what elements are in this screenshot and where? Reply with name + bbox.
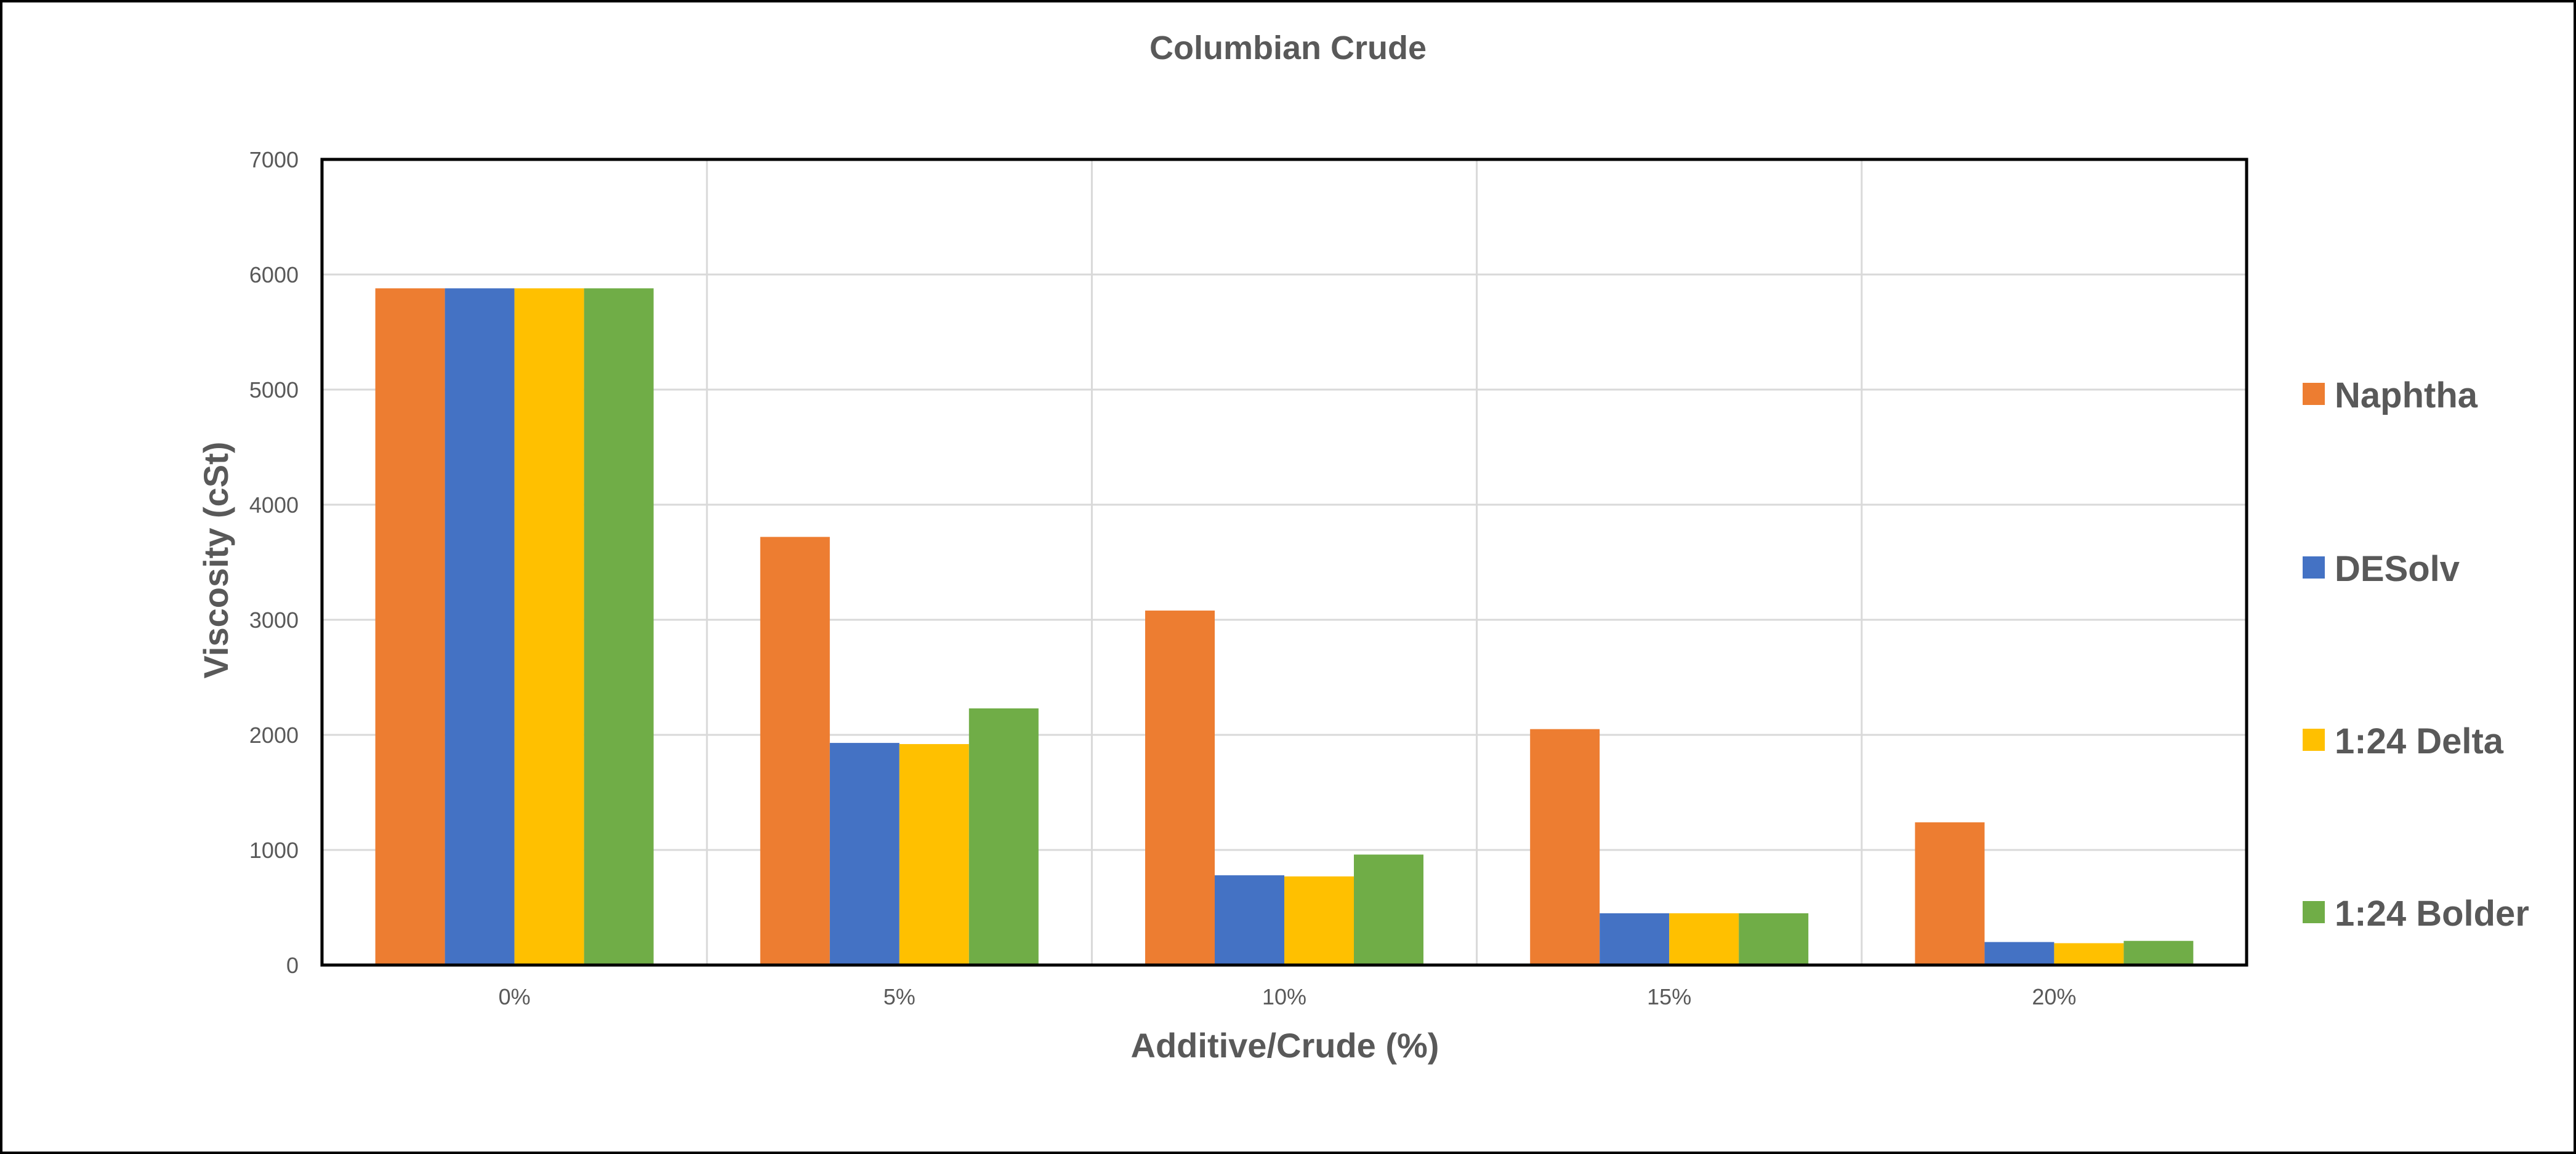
bar-1-24-delta-20pct — [2054, 943, 2124, 965]
x-axis-title: Additive/Crude (%) — [1131, 1026, 1439, 1065]
legend-label-desolv: DESolv — [2335, 549, 2460, 589]
bar-1-24-delta-5pct — [899, 743, 969, 965]
legend-swatch-1-24-bolder — [2303, 901, 2325, 923]
x-tick-label: 5% — [883, 984, 916, 1009]
bar-desolv-15pct — [1600, 913, 1670, 965]
chart-title: Columbian Crude — [1149, 30, 1427, 66]
y-axis-title: Viscosity (cSt) — [196, 442, 235, 679]
bar-1-24-delta-10pct — [1284, 876, 1354, 965]
bar-naphtha-0pct — [375, 288, 445, 966]
x-tick-label: 0% — [499, 984, 531, 1009]
bar-desolv-0pct — [445, 288, 515, 966]
plot-area-border — [320, 158, 2248, 967]
legend-swatch-naphtha — [2303, 383, 2325, 405]
y-tick-label: 4000 — [249, 492, 299, 518]
bar-naphtha-10pct — [1145, 611, 1215, 965]
bar-naphtha-15pct — [1530, 729, 1600, 965]
y-axis-ticks: 0 1000 2000 3000 4000 5000 6000 7000 — [249, 147, 299, 978]
bar-1-24-bolder-15pct — [1739, 913, 1809, 965]
bar-desolv-20pct — [1984, 942, 2055, 965]
bar-desolv-10pct — [1215, 875, 1284, 965]
legend-label-naphtha: Naphtha — [2335, 375, 2478, 415]
legend-swatch-1-24-delta — [2303, 729, 2325, 751]
x-tick-label: 15% — [1647, 984, 1691, 1009]
legend-swatch-desolv — [2303, 556, 2325, 579]
y-tick-label: 5000 — [249, 377, 299, 403]
x-axis-ticks: 0% 5% 10% 15% 20% — [499, 984, 2077, 1009]
legend-label-1-24-delta: 1:24 Delta — [2335, 721, 2504, 761]
bar-1-24-bolder-10pct — [1354, 854, 1423, 965]
bar-1-24-delta-15pct — [1669, 913, 1739, 965]
bar-naphtha-20pct — [1915, 822, 1985, 965]
y-tick-label: 6000 — [249, 262, 299, 287]
y-tick-label: 0 — [286, 953, 299, 978]
bar-1-24-delta-0pct — [514, 288, 584, 966]
legend: Naphtha DESolv 1:24 Delta 1:24 Bolder — [2303, 375, 2529, 934]
x-tick-label: 10% — [1262, 984, 1306, 1009]
x-tick-label: 20% — [2032, 984, 2076, 1009]
y-tick-label: 7000 — [249, 147, 299, 172]
bar-1-24-bolder-5pct — [968, 708, 1039, 965]
bar-naphtha-5pct — [760, 537, 830, 965]
y-tick-label: 1000 — [249, 838, 299, 863]
bar-1-24-bolder-20pct — [2123, 940, 2194, 965]
legend-label-1-24-bolder: 1:24 Bolder — [2335, 894, 2529, 934]
y-tick-label: 3000 — [249, 607, 299, 633]
bar-desolv-5pct — [829, 743, 900, 965]
y-tick-label: 2000 — [249, 723, 299, 748]
bar-1-24-bolder-0pct — [584, 288, 654, 966]
